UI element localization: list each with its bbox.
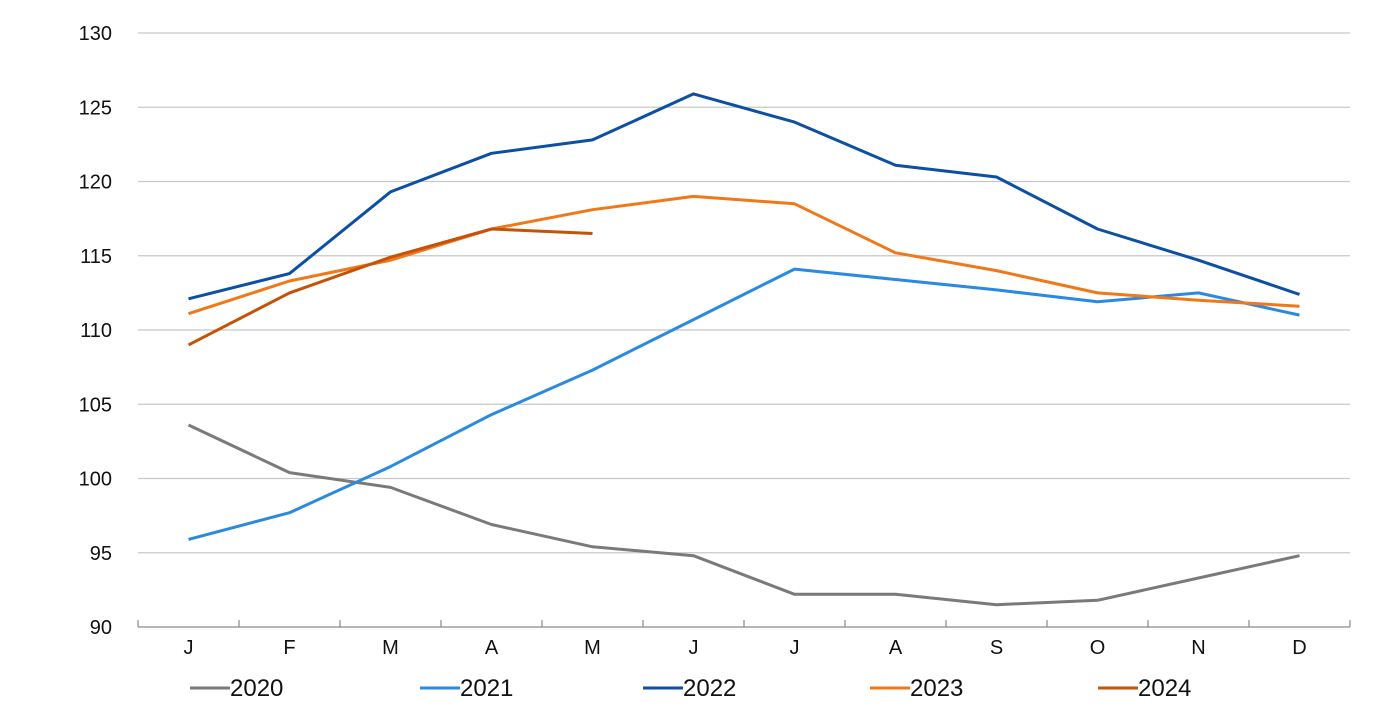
- y-tick-label: 125: [79, 97, 112, 119]
- x-tick-label: J: [184, 637, 194, 659]
- x-tick-label: D: [1292, 637, 1306, 659]
- x-tick-label: N: [1191, 637, 1205, 659]
- y-tick-label: 115: [80, 246, 112, 268]
- series-line-2023: [188, 194, 1300, 316]
- x-tick-label: O: [1090, 637, 1106, 659]
- y-tick-label: 105: [79, 394, 112, 416]
- legend-label-2024: 2024: [1138, 675, 1191, 702]
- x-tick-label: F: [283, 637, 295, 659]
- series-line-2022: [188, 92, 1300, 301]
- y-tick-label: 130: [79, 23, 112, 45]
- y-axis: 130 125 120 115 110 105 100 95 90: [79, 23, 112, 639]
- x-tick-label: M: [584, 637, 601, 659]
- y-tick-label: 100: [79, 469, 112, 491]
- x-tick-label: J: [790, 637, 800, 659]
- y-tick-label: 110: [80, 320, 112, 342]
- series-line-2020: [187, 423, 1300, 607]
- legend: 2020 2021 2022 2023 2024: [190, 675, 1191, 702]
- y-tick-label: 90: [90, 617, 112, 639]
- x-tick-label: J: [689, 637, 699, 659]
- x-tick-label: A: [485, 637, 499, 659]
- x-tick-label: M: [382, 637, 399, 659]
- legend-label-2022: 2022: [683, 675, 736, 702]
- series-lines: [187, 92, 1300, 607]
- series-line-2021: [188, 267, 1300, 541]
- legend-label-2023: 2023: [910, 675, 963, 702]
- y-tick-label: 120: [79, 172, 112, 194]
- x-tick-label: A: [889, 637, 903, 659]
- x-tick-label: S: [990, 637, 1003, 659]
- legend-label-2020: 2020: [230, 675, 283, 702]
- legend-label-2021: 2021: [460, 675, 513, 702]
- series-line-2024: [187, 227, 593, 347]
- y-tick-label: 95: [90, 543, 112, 565]
